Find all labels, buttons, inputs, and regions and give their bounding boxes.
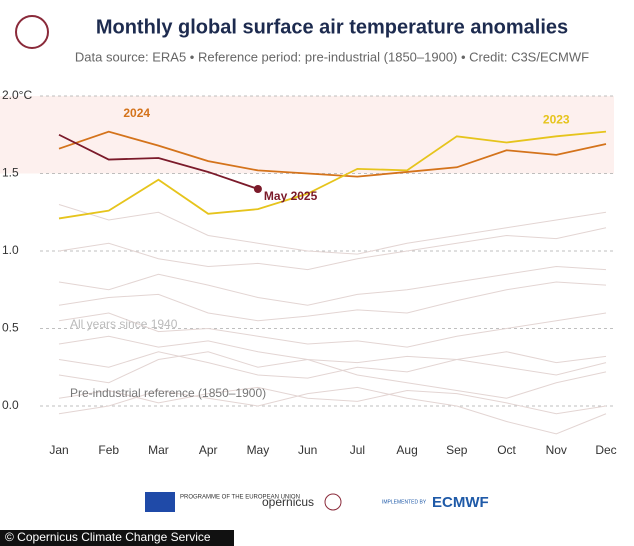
x-tick-label: Jun bbox=[298, 443, 317, 457]
background-line bbox=[58, 227, 607, 271]
band bbox=[0, 96, 614, 174]
x-tick-label: Sep bbox=[446, 443, 468, 457]
eu-label: PROGRAMME OF THE EUROPEAN UNION bbox=[180, 495, 300, 501]
x-tick-label: May bbox=[247, 443, 270, 457]
y-tick-label: 1.5 bbox=[2, 166, 19, 180]
implemented-label: IMPLEMENTED BY bbox=[382, 499, 427, 505]
annotation: Pre-industrial reference (1850–1900) bbox=[70, 386, 266, 400]
series-line bbox=[58, 133, 259, 190]
background-line bbox=[58, 265, 607, 306]
background-line bbox=[58, 351, 607, 399]
x-tick-label: Mar bbox=[148, 443, 169, 457]
c3s-logo bbox=[324, 493, 342, 511]
footer-bg bbox=[0, 530, 234, 546]
chart-title: Monthly global surface air temperature a… bbox=[96, 16, 568, 38]
y-tick-label: 2.0°C bbox=[2, 88, 32, 102]
footer: © Copernicus Climate Change Service bbox=[5, 530, 211, 544]
x-tick-label: Jul bbox=[350, 443, 365, 457]
background-line bbox=[58, 351, 607, 379]
background-line bbox=[58, 281, 607, 322]
background-line bbox=[58, 312, 607, 348]
annotation: All years since 1940 bbox=[70, 317, 178, 331]
x-tick-label: Dec bbox=[595, 443, 616, 457]
x-tick-label: Feb bbox=[98, 443, 119, 457]
x-tick-label: Apr bbox=[199, 443, 218, 457]
x-tick-label: Oct bbox=[497, 443, 516, 457]
series-label: 2024 bbox=[123, 106, 150, 120]
background-line bbox=[58, 386, 607, 415]
series-label: May 2025 bbox=[264, 189, 318, 203]
copernicus-label: opernicus bbox=[262, 495, 314, 509]
ecmwf-label: ECMWF bbox=[432, 494, 489, 511]
background-line bbox=[58, 386, 607, 435]
logo bbox=[15, 15, 49, 49]
background-line bbox=[58, 204, 607, 255]
series-label: 2023 bbox=[543, 112, 570, 126]
eu-flag bbox=[145, 492, 175, 512]
y-tick-label: 0.5 bbox=[2, 321, 19, 335]
logos: PROGRAMME OF THE EUROPEAN UNION opernicu… bbox=[145, 492, 489, 512]
y-tick-label: 0.0 bbox=[2, 398, 19, 412]
end-marker bbox=[253, 185, 262, 193]
chart-subtitle: Data source: ERA5 • Reference period: pr… bbox=[75, 49, 589, 64]
series-line bbox=[58, 130, 607, 220]
y-tick-label: 1.0 bbox=[2, 243, 19, 257]
x-tick-label: Aug bbox=[396, 443, 417, 457]
background-line bbox=[58, 335, 607, 376]
x-tick-label: Nov bbox=[546, 443, 567, 457]
x-tick-label: Jan bbox=[49, 443, 68, 457]
series-line bbox=[58, 130, 607, 178]
